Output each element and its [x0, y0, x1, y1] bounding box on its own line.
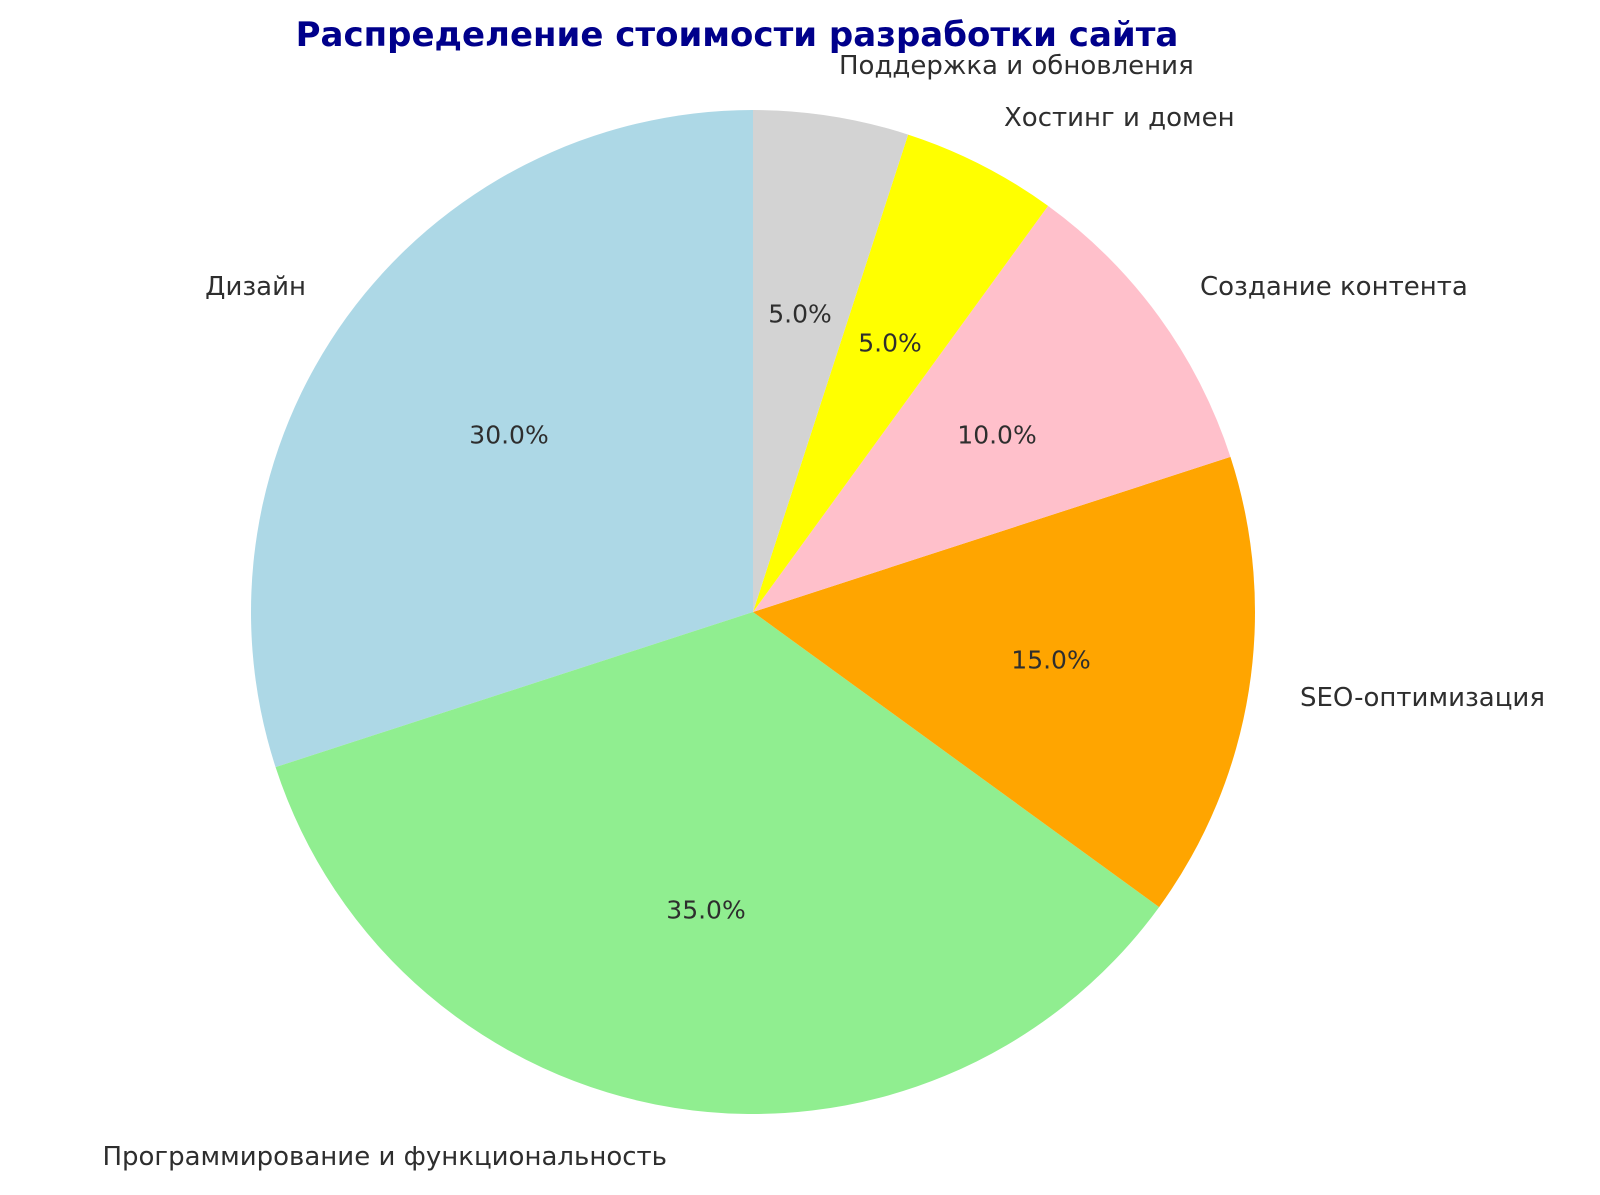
- percent-label-seo: 15.0%: [1011, 645, 1091, 675]
- pie-slice-0: [250, 110, 753, 768]
- pie-slice-3: [753, 205, 1231, 612]
- slice-label-hosting: Хостинг и домен: [1004, 103, 1235, 133]
- pie-slice-5: [753, 110, 909, 612]
- slice-label-support: Поддержка и обновления: [839, 51, 1194, 81]
- slice-label-content: Создание контента: [1200, 272, 1468, 302]
- percent-label-hosting: 5.0%: [858, 328, 922, 358]
- chart-title: Распределение стоимости разработки сайта: [295, 15, 1179, 55]
- pie-slice-4: [753, 134, 1049, 612]
- pie-slice-1: [275, 612, 1160, 1115]
- slice-label-design: Дизайн: [205, 272, 306, 302]
- pie-slice-2: [753, 456, 1256, 908]
- percent-label-support: 5.0%: [768, 299, 832, 329]
- slice-label-seo: SEO-оптимизация: [1300, 683, 1545, 713]
- percent-label-content: 10.0%: [957, 420, 1037, 450]
- percent-label-programming: 35.0%: [666, 895, 746, 925]
- percent-label-design: 30.0%: [469, 420, 549, 450]
- slice-label-programming: Программирование и функциональность: [102, 1142, 667, 1172]
